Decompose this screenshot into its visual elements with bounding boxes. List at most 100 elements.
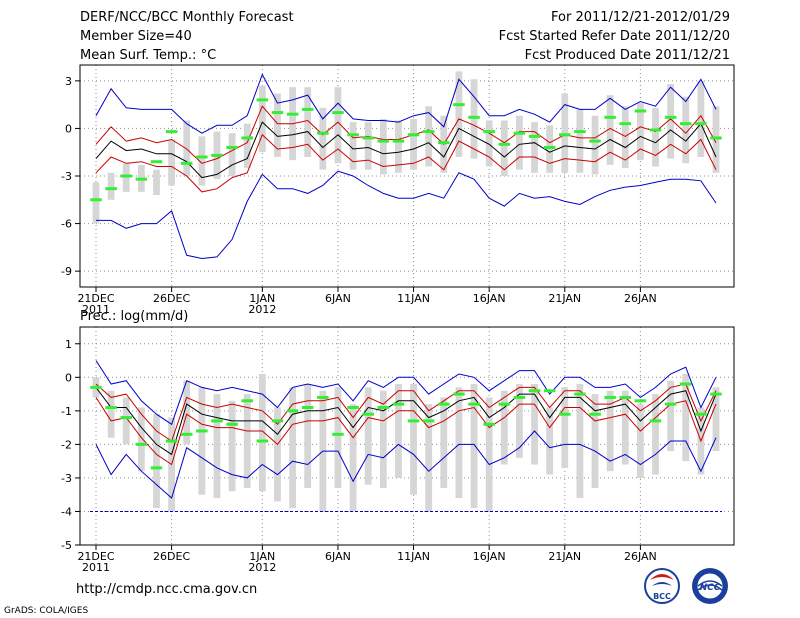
logos: BCC NCC [644,568,728,604]
spread-box [561,93,569,173]
spread-box [228,133,236,176]
spread-box [334,87,342,164]
series-line-inner-upper [95,105,717,164]
variable-label: Mean Surf. Temp.: °C [80,48,217,63]
spread-box [258,85,266,153]
forecast-started-date: Fcst Started Refer Date 2011/12/20 [498,29,730,44]
median-marker [453,103,465,107]
x-tick-label: 11JAN [397,292,430,305]
bcc-logo: BCC [644,568,680,604]
median-marker [528,134,541,138]
median-marker [407,133,420,137]
spread-box [410,118,417,170]
median-marker [559,133,571,137]
median-marker [498,142,511,146]
median-marker [317,131,329,135]
median-marker [543,145,556,149]
median-marker [120,174,132,178]
median-marker [271,111,284,115]
spread-box [364,122,372,170]
spread-box [183,120,191,176]
median-marker [226,145,238,149]
median-marker [664,115,677,119]
median-marker [695,122,707,126]
x-tick-year: 2011 [82,303,110,316]
median-marker [619,122,632,126]
series-line-outer-lower [96,170,717,260]
x-tick-label: 6JAN [325,292,351,305]
spread-box [319,107,327,170]
spread-box [379,118,387,175]
median-marker [211,153,223,157]
spread-box [606,95,614,165]
spread-box [682,96,690,164]
median-marker [680,122,692,126]
spread-box [243,123,251,169]
spread-box [92,182,100,224]
y-tick-label: -3 [61,170,72,183]
median-marker [332,111,344,115]
spread-box [168,139,176,186]
median-marker [438,141,450,145]
spread-box [274,93,281,157]
spread-box [652,107,659,167]
plot-frame [79,64,735,288]
median-marker [589,139,601,143]
spread-box [122,163,130,192]
series-line-ensemble-mean [95,121,717,179]
median-marker [135,177,148,181]
y-tick-label: 3 [65,75,72,88]
source-url[interactable]: http://cmdp.ncc.cma.gov.cn [76,582,258,597]
spread-box [304,87,312,157]
median-marker [180,161,193,165]
spread-box [107,172,115,200]
spread-box [198,136,206,186]
spread-box [621,106,629,169]
spread-box [500,120,508,176]
precip-panel-title: Prec.: log(mm/d) [80,309,189,324]
spread-box [395,120,402,173]
median-marker [256,98,269,102]
spread-box [712,106,720,173]
median-marker [165,130,178,134]
series-line-inner-lower [95,133,717,193]
member-size: Member Size=40 [80,29,192,44]
x-tick-label: 21JAN [548,292,581,305]
y-tick-label: -6 [61,218,72,231]
median-marker [377,139,390,143]
spread-box [516,115,523,170]
median-marker [483,130,495,134]
x-tick-year: 2012 [248,303,276,316]
median-marker [392,139,405,143]
x-tick-label: 16JAN [473,292,506,305]
x-tick-label: 26JAN [624,292,657,305]
spread-box [546,125,554,173]
spread-box [349,122,357,170]
median-marker [301,107,314,111]
spread-box [576,109,584,173]
ncc-logo-text: NCC [700,583,721,593]
median-marker [196,155,208,159]
median-marker [347,133,359,137]
median-marker [710,136,722,140]
spread-box [636,103,644,161]
median-marker [241,136,253,140]
bcc-logo-text: BCC [653,592,671,601]
spread-box [591,115,599,175]
forecast-produced-date: Fcst Produced Date 2011/12/21 [524,48,730,63]
ncc-logo: NCC [692,568,728,604]
y-tick-label: -9 [61,265,72,278]
spread-box [455,71,463,157]
series-line-outer-upper [95,73,717,134]
spread-box [153,169,160,196]
median-marker [634,109,647,113]
spread-box [470,79,478,159]
median-marker [422,130,435,134]
x-tick-label: 21DEC [77,292,114,305]
x-tick-label: 1JAN [249,292,275,305]
spread-box [485,120,493,167]
spread-box [425,106,433,167]
grads-credit: GrADS: COLA/IGES [4,606,89,616]
median-marker [513,131,526,135]
median-marker [468,115,480,119]
